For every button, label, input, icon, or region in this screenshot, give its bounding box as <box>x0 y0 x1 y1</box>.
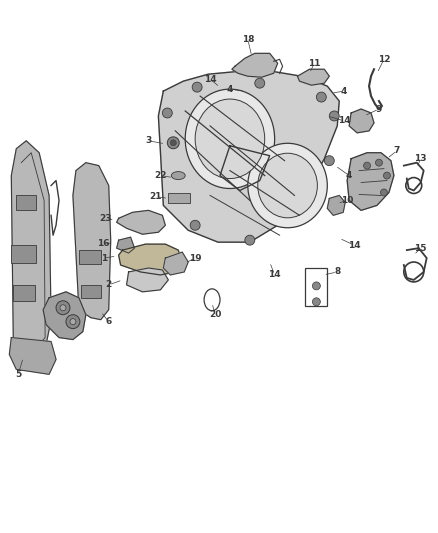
Text: 1: 1 <box>101 254 107 263</box>
Polygon shape <box>232 53 278 77</box>
Polygon shape <box>163 252 188 275</box>
Polygon shape <box>327 196 345 215</box>
Text: 18: 18 <box>242 35 254 44</box>
Circle shape <box>192 82 202 92</box>
Text: 10: 10 <box>341 196 353 205</box>
Polygon shape <box>159 71 339 242</box>
Bar <box>81 285 101 298</box>
Text: 19: 19 <box>189 254 201 263</box>
Text: 6: 6 <box>106 317 112 326</box>
Bar <box>79 250 101 264</box>
Text: 21: 21 <box>149 192 162 201</box>
Circle shape <box>312 298 320 306</box>
Bar <box>13 285 35 301</box>
Circle shape <box>66 314 80 329</box>
Text: 15: 15 <box>414 244 427 253</box>
Circle shape <box>56 301 70 314</box>
Circle shape <box>60 305 66 311</box>
Text: 4: 4 <box>227 85 233 94</box>
Text: 22: 22 <box>154 171 166 180</box>
Text: 14: 14 <box>268 270 281 279</box>
Text: 7: 7 <box>394 146 400 155</box>
Bar <box>16 196 36 211</box>
Text: 3: 3 <box>145 136 152 146</box>
Circle shape <box>245 235 255 245</box>
Bar <box>11 245 36 263</box>
Polygon shape <box>119 244 182 275</box>
Circle shape <box>312 282 320 290</box>
Text: 9: 9 <box>376 104 382 114</box>
Circle shape <box>170 140 176 146</box>
Text: 4: 4 <box>346 171 352 180</box>
Circle shape <box>255 78 265 88</box>
Polygon shape <box>349 109 374 133</box>
Text: 16: 16 <box>98 239 110 248</box>
Ellipse shape <box>248 143 327 228</box>
Polygon shape <box>117 211 165 234</box>
Ellipse shape <box>258 153 318 218</box>
Polygon shape <box>117 237 134 253</box>
Polygon shape <box>127 268 168 292</box>
Text: 12: 12 <box>378 55 390 64</box>
Polygon shape <box>11 141 51 354</box>
Text: 14: 14 <box>338 116 350 125</box>
Text: 13: 13 <box>414 154 427 163</box>
Circle shape <box>324 156 334 166</box>
Circle shape <box>167 137 179 149</box>
Ellipse shape <box>195 99 265 179</box>
Polygon shape <box>297 69 329 85</box>
Polygon shape <box>73 163 111 320</box>
Ellipse shape <box>185 89 275 189</box>
Text: 5: 5 <box>15 370 21 379</box>
Text: 14: 14 <box>204 75 216 84</box>
Circle shape <box>70 319 76 325</box>
Polygon shape <box>43 292 86 340</box>
Ellipse shape <box>171 172 185 180</box>
Polygon shape <box>347 153 394 211</box>
Text: 23: 23 <box>99 214 112 223</box>
Text: 11: 11 <box>308 59 321 68</box>
Text: 20: 20 <box>209 310 221 319</box>
Circle shape <box>383 172 390 179</box>
Polygon shape <box>9 337 56 374</box>
Text: 4: 4 <box>341 87 347 95</box>
Circle shape <box>329 111 339 121</box>
Circle shape <box>162 108 172 118</box>
Bar <box>305 268 327 306</box>
Circle shape <box>381 189 388 196</box>
Circle shape <box>316 92 326 102</box>
Circle shape <box>364 162 371 169</box>
Circle shape <box>190 220 200 230</box>
Circle shape <box>375 159 382 166</box>
Text: 14: 14 <box>348 240 360 249</box>
Bar <box>168 193 190 204</box>
Text: 8: 8 <box>334 268 340 277</box>
Text: 2: 2 <box>106 280 112 289</box>
